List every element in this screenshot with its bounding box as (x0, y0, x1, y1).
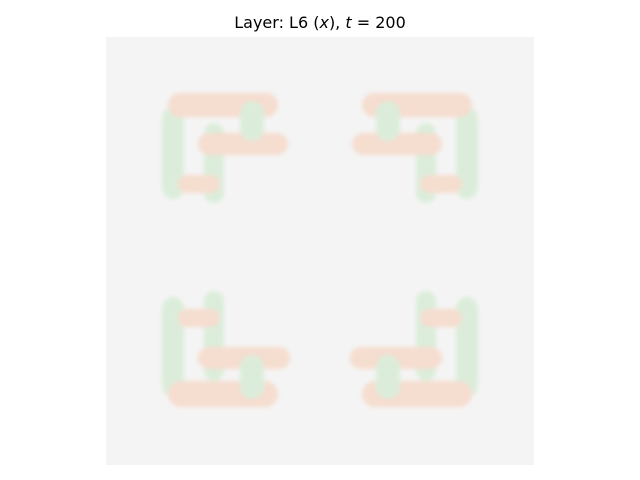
activation-map-svg (106, 37, 534, 465)
title-prefix: Layer: L6 ( (234, 13, 320, 32)
corner-pattern-bottom-right (350, 291, 478, 407)
negative-activation-blob (456, 297, 478, 397)
positive-activation-blob (178, 309, 220, 327)
negative-activation-blob (376, 101, 400, 141)
negative-activation-blob (376, 355, 400, 399)
title-middle: ), (328, 13, 346, 32)
positive-activation-blob (350, 347, 442, 369)
negative-activation-blob (240, 355, 264, 399)
corner-patterns (162, 93, 478, 407)
positive-activation-blob (178, 175, 220, 193)
negative-activation-blob (456, 107, 478, 199)
corner-pattern-bottom-left (162, 291, 290, 407)
corner-pattern-top-right (352, 93, 478, 203)
corner-pattern-top-left (162, 93, 288, 203)
negative-activation-blob (240, 101, 264, 141)
activation-map (106, 37, 534, 465)
negative-activation-blob (162, 107, 184, 199)
positive-activation-blob (198, 133, 288, 155)
positive-activation-blob (352, 133, 442, 155)
positive-activation-blob (420, 175, 462, 193)
title-suffix: = 200 (351, 13, 406, 32)
title-time-variable: t (345, 13, 352, 32)
negative-activation-blob (162, 297, 184, 397)
plot-title: Layer: L6 (x), t = 200 (0, 13, 640, 32)
positive-activation-blob (198, 347, 290, 369)
title-variable: x (319, 13, 329, 32)
positive-activation-blob (420, 309, 462, 327)
